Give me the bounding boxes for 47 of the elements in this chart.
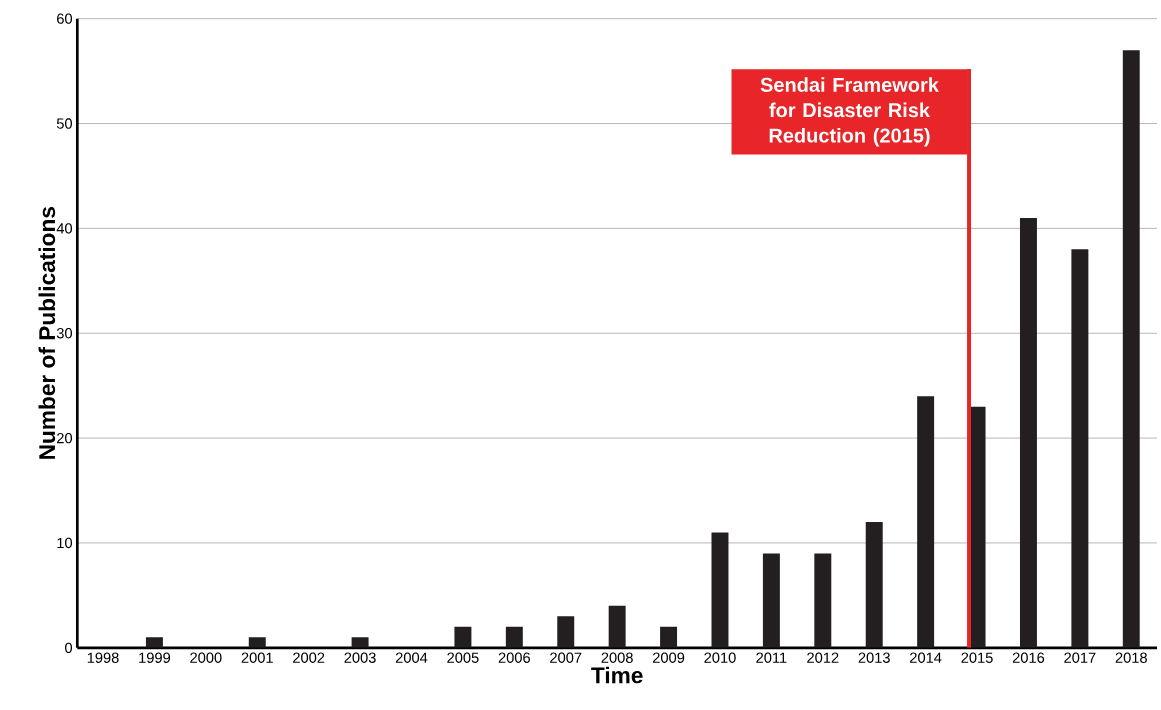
bar: [351, 637, 369, 648]
x-tick-label: 2017: [1064, 652, 1096, 663]
x-axis-title: Time: [591, 666, 643, 684]
x-tick-label: 2009: [652, 652, 685, 663]
bar: [711, 532, 729, 648]
bar: [1071, 249, 1089, 648]
x-tick-label: 2004: [395, 652, 428, 663]
x-tick-label: 2011: [756, 652, 787, 663]
x-tick-label: 2014: [910, 652, 942, 663]
bar: [917, 395, 935, 648]
x-tick-label: 2012: [807, 652, 839, 663]
y-tick-label: 10: [57, 537, 73, 548]
x-tick-label: 2015: [961, 652, 993, 663]
y-tick-label: 50: [56, 118, 73, 129]
y-axis-title: Number of Publications: [38, 206, 56, 459]
y-tick-label: 0: [65, 642, 73, 653]
y-tick-label: 40: [56, 222, 73, 234]
x-tick-label: 1999: [139, 652, 171, 663]
x-tick-label: 1998: [87, 652, 119, 663]
bar: [1122, 49, 1140, 648]
x-tick-label: 2003: [344, 652, 376, 663]
y-tick-label: 20: [57, 432, 73, 444]
x-tick-label: 2005: [447, 652, 479, 663]
ref-line-label: Sendai Framework for Disaster Risk Reduction (2015): [760, 77, 939, 147]
bar: [660, 626, 678, 648]
bar: [1019, 217, 1037, 648]
bar: [557, 616, 575, 648]
y-tick-label: 30: [56, 327, 73, 339]
x-tick-label: 2016: [1012, 652, 1045, 663]
x-tick-label: 2002: [293, 652, 325, 663]
bar: [248, 637, 266, 648]
x-tick-label: 2000: [190, 652, 222, 663]
bar: [145, 637, 163, 648]
x-tick-label: 2010: [704, 652, 736, 663]
bar: [762, 553, 780, 648]
bar: [608, 605, 626, 648]
x-tick-label: 2008: [601, 652, 633, 663]
x-tick-label: 2006: [498, 652, 530, 663]
bar: [505, 626, 523, 648]
x-tick-label: 2007: [550, 652, 582, 663]
x-tick-label: 2013: [858, 652, 890, 663]
x-tick-label: 2001: [241, 652, 273, 663]
y-tick-label: 60: [57, 13, 73, 24]
bar: [454, 626, 472, 648]
bar: [865, 521, 883, 648]
bar: [814, 553, 832, 648]
x-tick-label: 2018: [1115, 652, 1147, 663]
